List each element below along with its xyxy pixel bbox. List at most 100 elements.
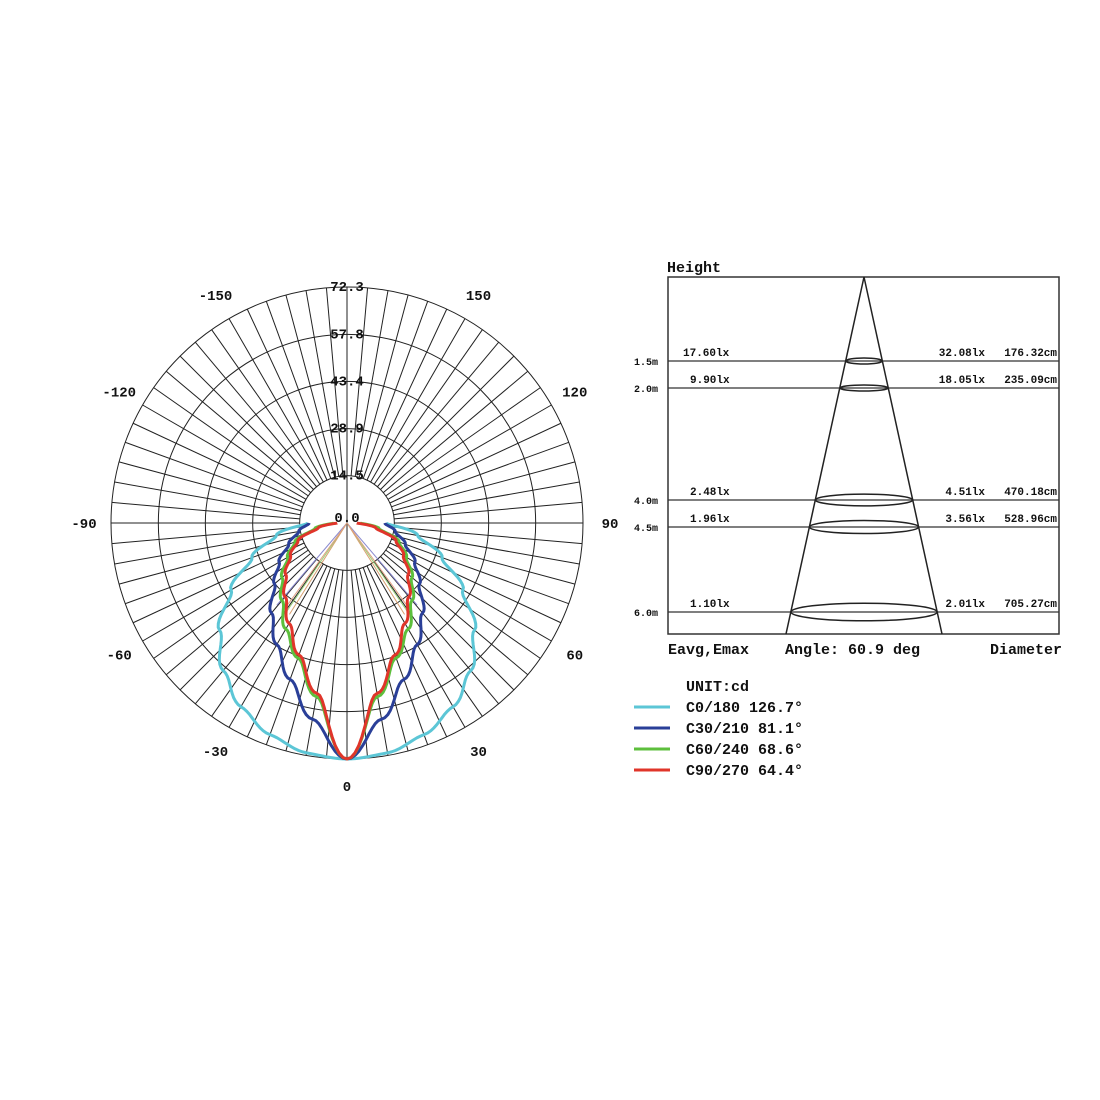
legend-entry: C30/210 81.1° — [686, 721, 803, 738]
diameter-value: 528.96cm — [1004, 514, 1057, 526]
grid-spoke — [373, 561, 483, 717]
height-label: 4.5m — [634, 524, 658, 535]
beam-angle-line — [283, 522, 348, 611]
grid-spoke — [228, 318, 324, 483]
angle-label: -90 — [71, 517, 96, 533]
grid-spoke — [358, 294, 409, 478]
grid-spoke — [194, 558, 317, 705]
grid-spoke — [354, 569, 389, 756]
eavg-value: 2.48lx — [690, 487, 730, 499]
radial-tick-label: 43.4 — [330, 374, 364, 390]
grid-spoke — [393, 530, 580, 565]
radial-tick-label: 57.8 — [330, 327, 364, 343]
height-label: 4.0m — [634, 497, 658, 508]
grid-spoke — [394, 501, 583, 520]
eavg-value: 1.10lx — [690, 599, 730, 611]
grid-spoke — [165, 553, 312, 676]
grid-spoke — [111, 501, 300, 520]
beam-ellipse — [844, 357, 884, 365]
grid-spoke — [380, 556, 515, 691]
angle-label: -120 — [102, 386, 136, 402]
polar-diagram: 0.0 14.5 28.9 43.4 57.8 72.3 0 30 60 90 120 150 -30 -… — [71, 280, 618, 796]
cone-edge-left — [785, 276, 865, 635]
grid-spoke — [392, 534, 576, 585]
grid-spoke — [377, 558, 500, 705]
grid-spoke — [118, 534, 302, 585]
legend: UNIT:cd C0/180 126.7° C30/210 81.1° C60/240… — [634, 679, 803, 780]
grid-spoke — [366, 565, 448, 738]
beam-angle-line — [346, 522, 405, 615]
cone-edge-right — [863, 276, 943, 635]
grid-spoke — [179, 355, 314, 490]
grid-spoke — [111, 526, 300, 545]
grid-spoke — [325, 287, 344, 476]
height-label: 2.0m — [634, 385, 658, 396]
angle-label: -30 — [203, 745, 228, 761]
grid-spoke — [132, 422, 305, 504]
grid-spoke — [194, 341, 317, 488]
grid-spoke — [391, 538, 569, 605]
series-curve-c90-270 — [282, 521, 412, 761]
angle-label: 60 — [566, 649, 583, 665]
eavg-value: 17.60lx — [683, 348, 730, 360]
grid-spoke — [382, 553, 529, 676]
diameter-value: 705.27cm — [1004, 599, 1057, 611]
grid-spoke — [265, 301, 332, 479]
illuminance-cone-diagram: Height 1.5m 17.60lx 32.08lx 176.32cm 2.0m 9.90… — [634, 260, 1062, 659]
angle-label: 30 — [470, 745, 487, 761]
legend-entry: C90/270 64.4° — [686, 763, 803, 780]
legend-entry: C60/240 68.6° — [686, 742, 803, 759]
grid-spoke — [362, 301, 429, 479]
grid-spoke — [305, 290, 340, 477]
grid-spoke — [373, 329, 483, 485]
grid-spoke — [387, 404, 552, 500]
footer-diameter: Diameter — [990, 642, 1062, 659]
footer-angle: Angle: 60.9 deg — [785, 642, 920, 659]
beam-ellipse — [790, 602, 938, 622]
grid-spoke — [391, 441, 569, 508]
grid-spoke — [153, 387, 309, 497]
legend-entry: C0/180 126.7° — [686, 700, 803, 717]
angle-label: 90 — [602, 517, 619, 533]
grid-spoke — [132, 542, 305, 624]
grid-spoke — [385, 387, 541, 497]
diameter-value: 235.09cm — [1004, 375, 1057, 387]
height-label: 1.5m — [634, 358, 658, 369]
grid-spoke — [305, 569, 340, 756]
grid-spoke — [354, 290, 389, 477]
cone-title: Height — [667, 260, 721, 277]
angle-label: 120 — [562, 386, 587, 402]
cone-frame — [667, 276, 1060, 635]
beam-ellipse — [838, 384, 890, 392]
grid-spoke — [125, 441, 303, 508]
grid-spoke — [377, 341, 500, 488]
height-label: 6.0m — [634, 609, 658, 620]
radial-tick-label: 0.0 — [334, 511, 359, 527]
grid-spoke — [392, 461, 576, 512]
grid-spoke — [358, 568, 409, 752]
grid-spoke — [114, 481, 301, 516]
diameter-value: 470.18cm — [1004, 487, 1057, 499]
beam-angle-line — [346, 522, 411, 611]
emax-value: 32.08lx — [939, 348, 986, 360]
emax-value: 2.01lx — [945, 599, 985, 611]
grid-spoke — [366, 308, 448, 481]
grid-spoke — [382, 370, 529, 493]
grid-spoke — [211, 329, 321, 485]
grid-spoke — [393, 481, 580, 516]
emax-value: 18.05lx — [939, 375, 986, 387]
eavg-value: 1.96lx — [690, 514, 730, 526]
emax-value: 3.56lx — [945, 514, 985, 526]
radial-tick-label: 28.9 — [330, 422, 364, 438]
beam-angle-line — [289, 522, 348, 615]
angle-label: 0 — [343, 780, 351, 796]
grid-spoke — [246, 308, 328, 481]
grid-spoke — [118, 461, 302, 512]
grid-spoke — [389, 542, 562, 624]
grid-spoke — [394, 526, 583, 545]
grid-spoke — [380, 355, 515, 490]
eavg-value: 9.90lx — [690, 375, 730, 387]
beam-angle-line — [276, 522, 348, 606]
grid-spoke — [246, 565, 328, 738]
